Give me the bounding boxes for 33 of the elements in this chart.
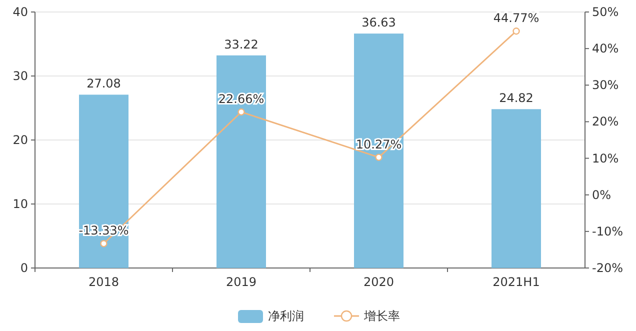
data-label: 33.22: [224, 37, 258, 52]
y2-tick-label: 0%: [592, 188, 612, 202]
point: [375, 154, 382, 161]
legend-label: 增长率: [363, 309, 400, 323]
y2-tick-label: 30%: [592, 78, 619, 92]
y-tick-label: 30: [12, 69, 28, 83]
data-label: 44.77%: [493, 11, 540, 26]
x-tick-label: 2020: [363, 275, 394, 289]
point: [512, 28, 520, 35]
bar: [79, 94, 128, 268]
y2-tick-label: -10%: [592, 224, 624, 238]
y-tick-label: 20: [12, 133, 28, 147]
x-tick-label: 2021H1: [492, 275, 540, 289]
y2-tick-label: 40%: [592, 42, 619, 56]
bar: [492, 109, 541, 268]
data-label: 36.63: [362, 16, 396, 30]
data-label: 24.82: [499, 91, 534, 106]
point: [238, 108, 245, 116]
y-tick-label: 0: [20, 261, 28, 275]
bar: [216, 55, 266, 268]
x-tick-label: 2019: [226, 275, 257, 289]
y2-tick-label: 20%: [592, 114, 619, 129]
x-tick-label: 2018: [88, 275, 120, 289]
y2-tick-label: 50%: [592, 5, 619, 19]
y-tick-label: 10: [12, 197, 28, 211]
bar: [354, 34, 404, 268]
data-label: 27.08: [86, 76, 121, 91]
y-tick-label: 40: [12, 5, 28, 19]
y2-tick-label: 10%: [592, 151, 619, 166]
legend-label: 净利润: [268, 309, 304, 323]
data-label: 22.66%: [218, 92, 264, 106]
point: [100, 240, 108, 248]
y2-tick-label: -20%: [592, 261, 624, 275]
